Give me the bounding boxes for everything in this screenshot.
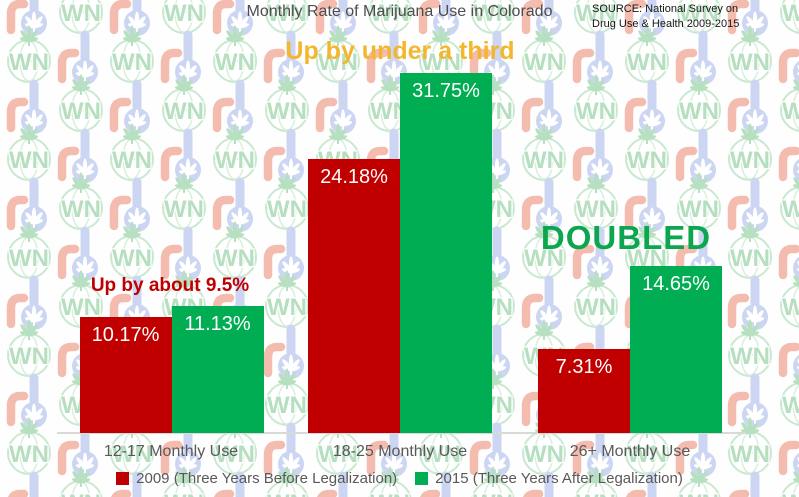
bar-value-label: 11.13% xyxy=(184,313,251,336)
axis-label-18-25: 18-25 Monthly Use xyxy=(332,443,468,460)
chart-title: Monthly Rate of Marijuana Use in Colorad… xyxy=(246,3,553,20)
bar-2015-group3: 14.65% xyxy=(630,266,722,433)
bar-2009-group3: 7.31% xyxy=(538,349,630,433)
bar-2015-group2: 31.75% xyxy=(400,73,492,433)
bar-2015-group1: 11.13% xyxy=(171,306,264,433)
bar-value-label: 24.18% xyxy=(320,165,388,188)
legend-swatch-2015 xyxy=(415,472,429,485)
annotation-group2: Up by under a third xyxy=(285,37,515,65)
bar-value-label: 7.31% xyxy=(555,356,613,379)
source-note: SOURCE: National Survey on Drug Use & He… xyxy=(592,3,740,30)
bar-value-label: 14.65% xyxy=(642,273,710,296)
legend-item-2015: 2015 (Three Years After Legalization) xyxy=(415,470,683,487)
legend-label-2015: 2015 (Three Years After Legalization) xyxy=(435,470,683,487)
x-axis-line xyxy=(57,432,746,434)
bar-value-label: 31.75% xyxy=(412,80,480,103)
axis-label-26plus: 26+ Monthly Use xyxy=(569,443,691,460)
legend: 2009 (Three Years Before Legalization) 2… xyxy=(0,470,799,487)
bar-2009-group1: 10.17% xyxy=(79,317,172,433)
legend-item-2009: 2009 (Three Years Before Legalization) xyxy=(116,470,397,487)
axis-label-12-17: 12-17 Monthly Use xyxy=(103,443,239,460)
legend-swatch-2009 xyxy=(116,472,130,485)
annotation-group1: Up by about 9.5% xyxy=(90,275,250,296)
bar-value-label: 10.17% xyxy=(91,324,160,347)
legend-label-2009: 2009 (Three Years Before Legalization) xyxy=(136,470,398,487)
bar-2009-group2: 24.18% xyxy=(308,158,400,433)
annotation-group3: DOUBLED xyxy=(540,219,712,256)
